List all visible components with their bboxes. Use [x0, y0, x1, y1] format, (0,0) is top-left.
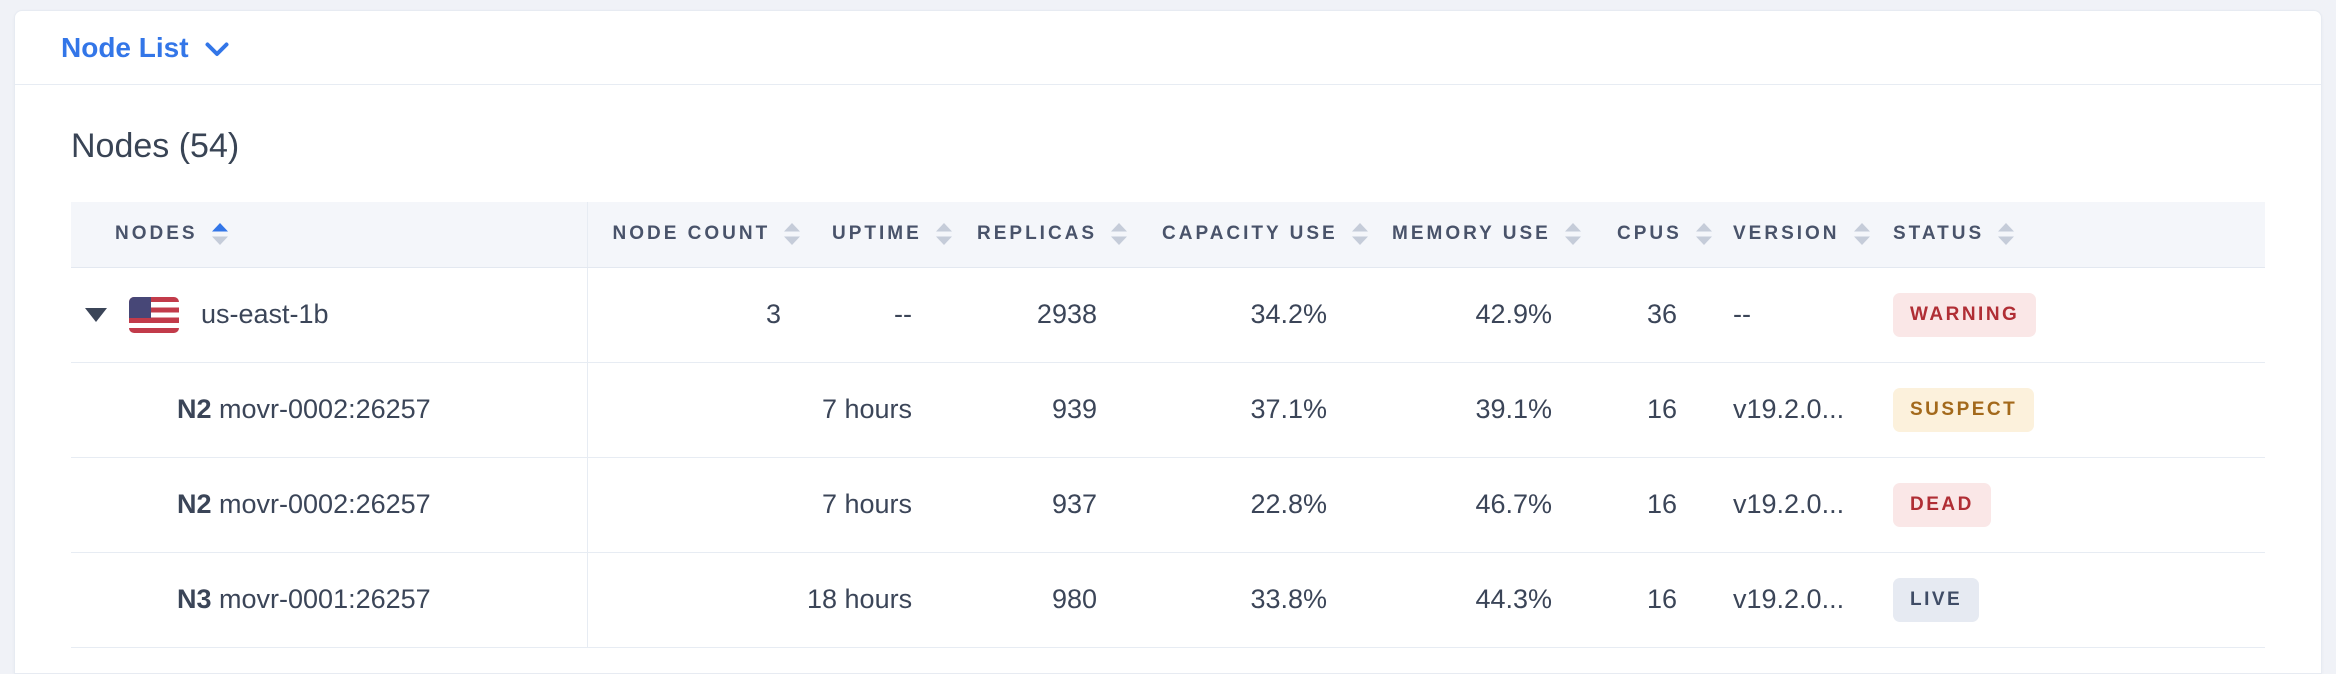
sort-icon[interactable]	[934, 221, 954, 247]
cell-capacity-use: 34.2%	[1137, 267, 1367, 363]
cell-uptime: 18 hours	[807, 552, 952, 648]
content-area: Nodes (54) NODES	[15, 127, 2321, 648]
column-header-status[interactable]: STATUS	[1877, 202, 2265, 268]
cell-cpus: 36	[1592, 267, 1717, 363]
cell-node-count	[587, 457, 807, 553]
column-label: NODES	[115, 223, 198, 245]
column-label: REPLICAS	[977, 223, 1098, 245]
region-name: us-east-1b	[201, 299, 329, 329]
status-badge: DEAD	[1893, 482, 1991, 527]
cell-uptime: --	[807, 267, 952, 363]
cell-capacity-use: 22.8%	[1137, 457, 1367, 553]
column-header-uptime[interactable]: UPTIME	[807, 202, 954, 268]
column-header-memory-use[interactable]: MEMORY USE	[1367, 202, 1592, 268]
node-address: movr-0002:26257	[219, 489, 431, 519]
column-header-capacity-use[interactable]: CAPACITY USE	[1137, 202, 1370, 268]
status-badge: WARNING	[1893, 292, 2037, 337]
header-row: NODES NODE COUNT	[71, 202, 2265, 268]
cell-version: v19.2.0...	[1717, 552, 1877, 648]
us-flag-icon	[129, 296, 179, 333]
view-selector-label: Node List	[61, 31, 189, 63]
cell-version: v19.2.0...	[1717, 362, 1877, 458]
node-id: N2	[177, 394, 220, 424]
sort-icon[interactable]	[210, 221, 230, 247]
sort-icon[interactable]	[1996, 221, 2016, 247]
cell-node-count	[587, 362, 807, 458]
status-badge: SUSPECT	[1893, 387, 2035, 432]
cell-node-count	[587, 552, 807, 648]
column-header-node-count[interactable]: NODE COUNT	[587, 202, 807, 268]
cell-cpus: 16	[1592, 552, 1717, 648]
column-header-version[interactable]: VERSION	[1717, 202, 1877, 268]
cell-memory-use: 44.3%	[1367, 552, 1592, 648]
cell-capacity-use: 33.8%	[1137, 552, 1367, 648]
cell-uptime: 7 hours	[807, 362, 952, 458]
table-row-node[interactable]: N3 movr-0001:26257 18 hours 980 33.8% 44…	[71, 552, 2265, 648]
column-label: VERSION	[1733, 223, 1840, 245]
cell-version: v19.2.0...	[1717, 457, 1877, 553]
column-label: UPTIME	[832, 223, 922, 245]
cell-replicas: 980	[952, 552, 1137, 648]
sort-icon[interactable]	[1694, 221, 1714, 247]
cell-memory-use: 39.1%	[1367, 362, 1592, 458]
table-header: NODES NODE COUNT	[71, 202, 2265, 268]
collapse-caret-icon[interactable]	[85, 307, 107, 322]
column-header-cpus[interactable]: CPUS	[1592, 202, 1717, 268]
cell-replicas: 937	[952, 457, 1137, 553]
table-row-node[interactable]: N2 movr-0002:26257 7 hours 939 37.1% 39.…	[71, 362, 2265, 458]
cell-replicas: 939	[952, 362, 1137, 458]
cell-version: --	[1717, 267, 1877, 363]
cell-replicas: 2938	[952, 267, 1137, 363]
topbar: Node List	[15, 11, 2321, 85]
column-label: STATUS	[1893, 223, 1985, 245]
cell-memory-use: 42.9%	[1367, 267, 1592, 363]
column-label: NODE COUNT	[612, 223, 771, 245]
column-header-nodes[interactable]: NODES	[71, 202, 588, 268]
cell-cpus: 16	[1592, 362, 1717, 458]
page-title: Nodes (54)	[71, 127, 240, 165]
cell-uptime: 7 hours	[807, 457, 952, 553]
cell-cpus: 16	[1592, 457, 1717, 553]
sort-icon[interactable]	[1109, 221, 1129, 247]
table-row-region[interactable]: us-east-1b 3 -- 2938 34.2% 42.9% 36 -- W…	[71, 267, 2265, 363]
sort-icon[interactable]	[782, 221, 802, 247]
chevron-down-icon	[205, 42, 229, 56]
node-id: N3	[177, 584, 220, 614]
sort-icon[interactable]	[1350, 221, 1370, 247]
table-row-node[interactable]: N2 movr-0002:26257 7 hours 937 22.8% 46.…	[71, 457, 2265, 553]
column-label: CAPACITY USE	[1162, 223, 1338, 245]
node-address: movr-0001:26257	[219, 584, 431, 614]
node-id: N2	[177, 489, 220, 519]
view-selector-dropdown[interactable]: Node List	[61, 32, 229, 64]
status-badge: LIVE	[1893, 577, 1980, 622]
cell-memory-use: 46.7%	[1367, 457, 1592, 553]
sort-icon[interactable]	[1852, 221, 1872, 247]
cell-capacity-use: 37.1%	[1137, 362, 1367, 458]
node-address: movr-0002:26257	[219, 394, 431, 424]
node-list-card: Node List Nodes (54) NODES	[14, 10, 2322, 674]
column-label: MEMORY USE	[1392, 223, 1551, 245]
column-label: CPUS	[1617, 223, 1682, 245]
column-header-replicas[interactable]: REPLICAS	[952, 202, 1137, 268]
cell-node-count: 3	[587, 267, 807, 363]
nodes-table: NODES NODE COUNT	[71, 202, 2265, 648]
sort-icon[interactable]	[1563, 221, 1583, 247]
